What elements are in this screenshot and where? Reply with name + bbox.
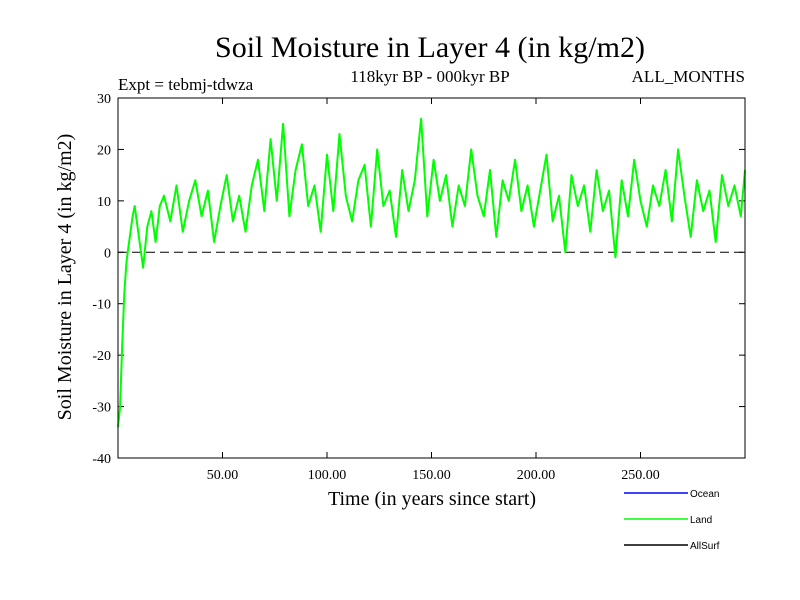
experiment-label: Expt = tebmj-tdwza [118,75,254,94]
x-tick-label: 250.00 [621,468,660,483]
legend-label-allsurf: AllSurf [690,541,720,552]
x-axis-label: Time (in years since start) [328,488,536,510]
x-tick-label: 100.00 [308,468,347,483]
y-axis-ticks: -40 -30 -20 -10 0 10 20 30 [92,92,745,467]
y-axis-label: Soil Moisture in Layer 4 (in kg/m2) [54,134,76,421]
x-tick-label: 200.00 [517,468,556,483]
plot-area [117,117,746,428]
x-tick-label: 50.00 [207,468,239,483]
y-tick-label: 20 [97,143,111,158]
y-tick-label: 10 [97,195,111,210]
legend-label-ocean: Ocean [690,489,719,500]
months-label: ALL_MONTHS [632,67,745,86]
y-tick-label: -10 [92,298,111,313]
y-tick-label: -20 [92,349,111,364]
x-axis-ticks: 50.00 100.00 150.00 200.00 250.00 [207,98,660,483]
chart-title: Soil Moisture in Layer 4 (in kg/m2) [215,31,645,64]
time-range-label: 118kyr BP - 000kyr BP [350,67,509,86]
y-tick-label: 0 [104,246,111,261]
y-tick-label: -30 [92,401,111,416]
y-tick-label: 30 [97,92,111,107]
y-tick-label: -40 [92,452,111,467]
legend-label-land: Land [690,515,712,526]
legend: Ocean Land AllSurf [624,489,720,552]
series-line-land [117,117,746,428]
plot-frame [117,97,746,459]
x-tick-label: 150.00 [412,468,451,483]
